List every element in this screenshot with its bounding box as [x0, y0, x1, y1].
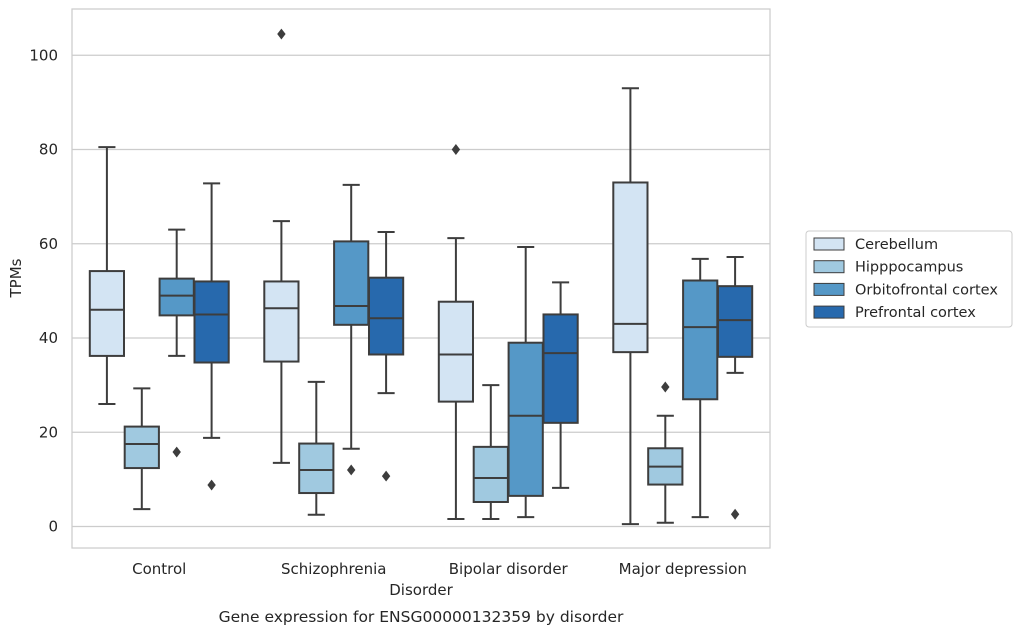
- iqr-box: [612, 181, 649, 354]
- outlier-point: [172, 446, 181, 458]
- x-tick-label: Major depression: [619, 560, 747, 578]
- box-2-2: [507, 246, 544, 519]
- legend-swatch: [813, 305, 845, 319]
- box-2-0: [437, 144, 475, 520]
- iqr-box: [716, 285, 754, 358]
- iqr-box: [298, 442, 335, 495]
- box-3-0: [612, 87, 649, 526]
- iqr-box: [193, 280, 230, 364]
- y-tick-label: 40: [39, 329, 58, 347]
- box-3-3: [716, 255, 754, 520]
- x-tick-label: Control: [132, 560, 186, 578]
- iqr-box: [472, 445, 509, 503]
- x-tick-labels: Control Schizophrenia Bipolar disorder Majo…: [132, 560, 747, 578]
- iqr-box: [333, 240, 370, 326]
- legend-label: Prefrontal cortex: [855, 305, 976, 321]
- legend-swatch: [813, 260, 845, 274]
- legend-item: Cerebellum: [813, 237, 938, 253]
- y-tick-label: 20: [39, 423, 58, 441]
- x-axis-label: Disorder: [389, 581, 453, 599]
- y-axis-label: TPMs: [7, 258, 25, 298]
- plot-frame: [71, 8, 771, 549]
- y-tick-labels: 0 20 40 60 80 100: [29, 46, 58, 535]
- x-tick-label: Schizophrenia: [281, 560, 386, 578]
- legend-swatch: [813, 282, 845, 296]
- box-0-2: [158, 228, 195, 458]
- box-1-0: [263, 28, 300, 464]
- iqr-box: [437, 300, 475, 403]
- iqr-box: [682, 279, 719, 401]
- outlier-point: [730, 508, 740, 520]
- legend-label: Cerebellum: [855, 237, 938, 253]
- box-3-2: [682, 257, 719, 519]
- y-tick-label: 0: [48, 518, 58, 536]
- legend-item: Orbitofrontal cortex: [813, 282, 998, 298]
- iqr-box: [158, 277, 195, 317]
- box-2-1: [472, 384, 509, 520]
- box-layer: [88, 28, 754, 526]
- box-0-3: [193, 182, 230, 491]
- y-tick-label: 60: [39, 235, 58, 253]
- legend-item: Hipppocampus: [813, 260, 963, 276]
- legend-swatch: [813, 237, 845, 251]
- iqr-box: [507, 341, 544, 497]
- box-0-0: [88, 146, 126, 405]
- grid-lines: [72, 54, 770, 528]
- iqr-box: [263, 280, 300, 363]
- outlier-point: [661, 381, 670, 393]
- legend-label: Hipppocampus: [855, 260, 963, 276]
- legend-label: Orbitofrontal cortex: [855, 282, 998, 298]
- box-1-3: [367, 230, 405, 482]
- iqr-box: [542, 313, 579, 424]
- legend-frame: [805, 230, 1013, 328]
- legend-items: Cerebellum Hipppocampus Orbitofrontal cort…: [813, 237, 998, 321]
- x-tick-label: Bipolar disorder: [449, 560, 569, 578]
- box-0-1: [123, 387, 160, 511]
- outlier-point: [347, 464, 356, 476]
- legend-item: Prefrontal cortex: [813, 305, 976, 321]
- iqr-box: [367, 276, 405, 356]
- box-3-1: [647, 381, 684, 524]
- box-2-3: [542, 281, 579, 489]
- chart-caption: Gene expression for ENSG00000132359 by d…: [219, 608, 624, 626]
- outlier-point: [277, 28, 286, 40]
- outlier-point: [451, 144, 461, 155]
- outlier-point: [381, 470, 391, 482]
- y-tick-label: 80: [39, 141, 58, 159]
- y-tick-label: 100: [29, 46, 58, 64]
- legend: Cerebellum Hipppocampus Orbitofrontal cort…: [805, 230, 1013, 328]
- outlier-point: [207, 479, 216, 491]
- iqr-box: [88, 270, 126, 357]
- box-1-1: [298, 380, 335, 516]
- iqr-box: [123, 425, 160, 470]
